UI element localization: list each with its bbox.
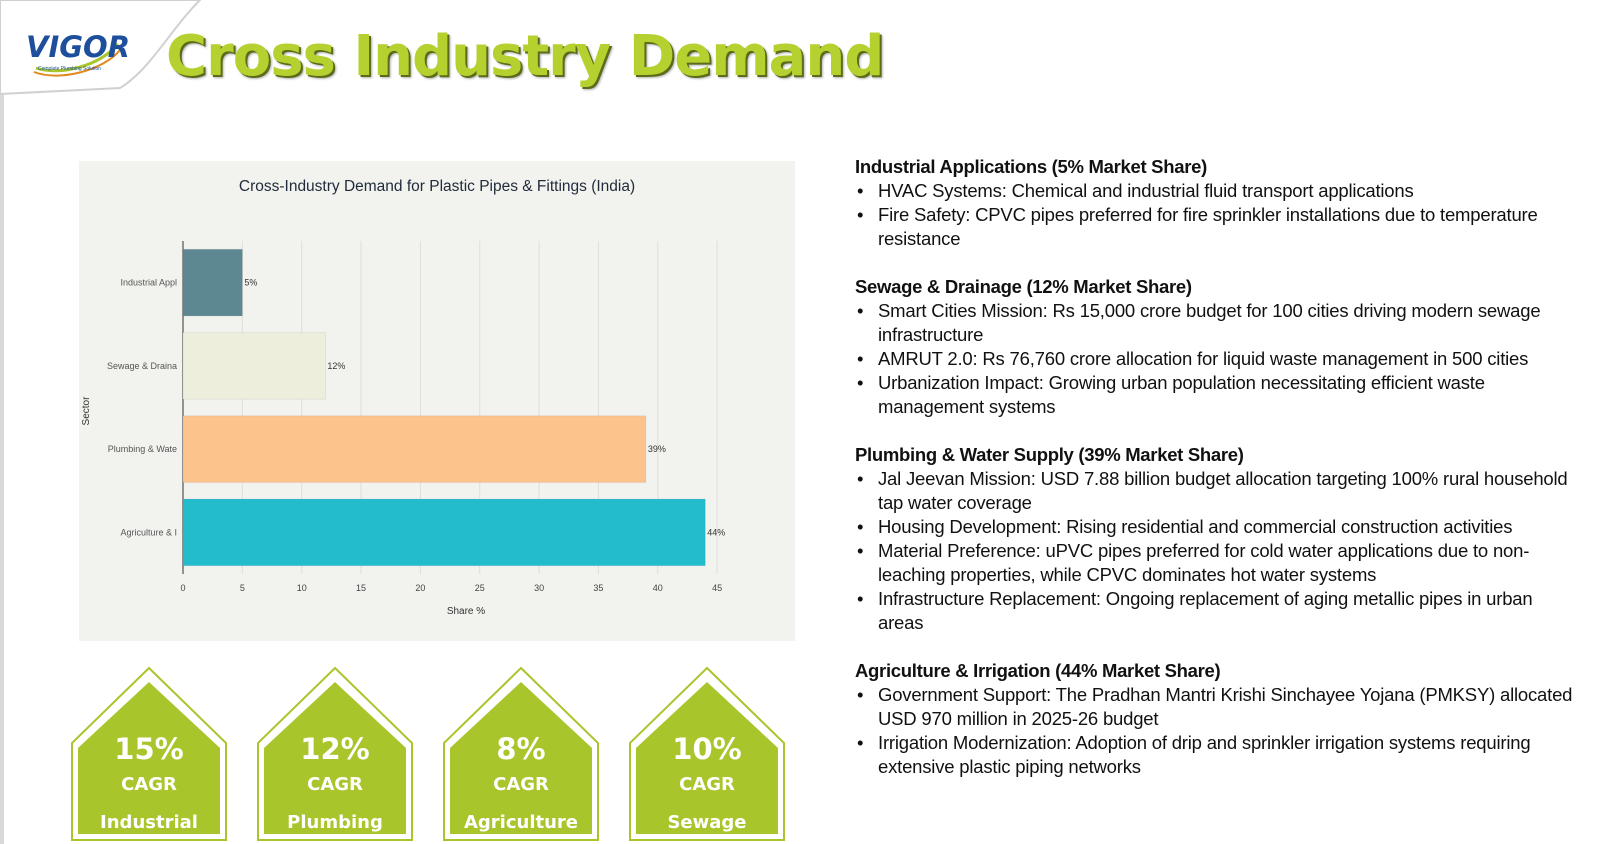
chart-bar[interactable] bbox=[182, 332, 326, 400]
chart-category-label: Plumbing & Wate bbox=[108, 444, 177, 454]
chart-bar[interactable] bbox=[182, 498, 706, 567]
chart-x-tick-label: 5 bbox=[240, 583, 245, 593]
chart-x-tick-label: 25 bbox=[475, 583, 485, 593]
chart-title: Cross-Industry Demand for Plastic Pipes … bbox=[239, 178, 635, 195]
left-edge-stripe bbox=[0, 0, 4, 844]
bullet-item: Jal Jeevan Mission: USD 7.88 billion bud… bbox=[855, 467, 1575, 515]
chart-data-label: 39% bbox=[648, 444, 666, 454]
chart-x-tick-label: 10 bbox=[297, 583, 307, 593]
bullet-item: Material Preference: uPVC pipes preferre… bbox=[855, 539, 1575, 587]
chart-x-tick-label: 0 bbox=[180, 583, 185, 593]
chart-panel: Cross-Industry Demand for Plastic Pipes … bbox=[79, 161, 795, 641]
chart-x-axis-label: Share % bbox=[447, 606, 485, 617]
bar-chart: Cross-Industry Demand for Plastic Pipes … bbox=[81, 178, 725, 617]
page-title: Cross Industry Demand bbox=[166, 24, 884, 89]
chart-data-label: 5% bbox=[244, 278, 257, 288]
chart-data-label: 12% bbox=[327, 361, 345, 371]
bullet-item: AMRUT 2.0: Rs 76,760 crore allocation fo… bbox=[855, 347, 1575, 371]
badge-cagr-label: CAGR bbox=[121, 774, 177, 795]
badge-percent: 15% bbox=[114, 732, 184, 766]
chart-bar[interactable] bbox=[182, 415, 647, 483]
bullet-item: Fire Safety: CPVC pipes preferred for fi… bbox=[855, 203, 1575, 251]
badge-percent: 8% bbox=[496, 732, 546, 766]
section-heading: Agriculture & Irrigation (44% Market Sha… bbox=[855, 660, 1221, 681]
bullet-item: Housing Development: Rising residential … bbox=[855, 515, 1575, 539]
section-industrial: Industrial Applications (5% Market Share… bbox=[855, 155, 1575, 251]
badge-sewage: 10% CAGR Sewage bbox=[628, 666, 786, 842]
section-sewage: Sewage & Drainage (12% Market Share) Sma… bbox=[855, 275, 1575, 419]
badge-cagr-label: CAGR bbox=[679, 774, 735, 795]
badge-percent: 12% bbox=[300, 732, 370, 766]
bullet-item: Smart Cities Mission: Rs 15,000 crore bu… bbox=[855, 299, 1575, 347]
logo-swoosh-shape bbox=[0, 0, 202, 96]
vigor-logo[interactable]: VIGOR bbox=[26, 30, 131, 64]
chart-x-tick-label: 35 bbox=[593, 583, 603, 593]
badge-industrial: 15% CAGR Industrial bbox=[70, 666, 228, 842]
badge-cagr-label: CAGR bbox=[493, 774, 549, 795]
bullet-list: HVAC Systems: Chemical and industrial fl… bbox=[855, 179, 1575, 251]
bullet-list: Smart Cities Mission: Rs 15,000 crore bu… bbox=[855, 299, 1575, 419]
sector-details: Industrial Applications (5% Market Share… bbox=[855, 155, 1575, 803]
cagr-badges: 15% CAGR Industrial 12% CAGR Plumbing 8%… bbox=[70, 666, 810, 842]
bullet-item: Government Support: The Pradhan Mantri K… bbox=[855, 683, 1575, 731]
chart-x-tick-label: 45 bbox=[712, 583, 722, 593]
bullet-item: Urbanization Impact: Growing urban popul… bbox=[855, 371, 1575, 419]
badge-sector: Agriculture bbox=[463, 812, 579, 833]
chart-category-label: Agriculture & I bbox=[120, 527, 177, 537]
section-heading: Sewage & Drainage (12% Market Share) bbox=[855, 276, 1192, 297]
chart-bar[interactable] bbox=[182, 248, 243, 317]
chart-x-tick-label: 15 bbox=[356, 583, 366, 593]
bullet-list: Jal Jeevan Mission: USD 7.88 billion bud… bbox=[855, 467, 1575, 635]
badge-cagr-label: CAGR bbox=[307, 774, 363, 795]
bullet-item: HVAC Systems: Chemical and industrial fl… bbox=[855, 179, 1575, 203]
section-heading: Industrial Applications (5% Market Share… bbox=[855, 156, 1207, 177]
chart-category-label: Sewage & Draina bbox=[107, 361, 177, 371]
bullet-item: Infrastructure Replacement: Ongoing repl… bbox=[855, 587, 1575, 635]
badge-sector: Sewage bbox=[667, 812, 747, 833]
badge-sector: Industrial bbox=[100, 812, 198, 833]
badge-percent: 10% bbox=[672, 732, 742, 766]
chart-y-axis-label: Sector bbox=[81, 396, 92, 426]
chart-x-tick-label: 20 bbox=[415, 583, 425, 593]
chart-x-tick-label: 30 bbox=[534, 583, 544, 593]
badge-sector: Plumbing bbox=[287, 812, 383, 833]
logo-tagline: Complete Plumbing Solution bbox=[38, 66, 102, 72]
bullet-list: Government Support: The Pradhan Mantri K… bbox=[855, 683, 1575, 779]
section-agriculture: Agriculture & Irrigation (44% Market Sha… bbox=[855, 659, 1575, 779]
chart-data-label: 44% bbox=[707, 527, 725, 537]
badge-plumbing: 12% CAGR Plumbing bbox=[256, 666, 414, 842]
chart-category-label: Industrial Appl bbox=[120, 278, 177, 288]
badge-agriculture: 8% CAGR Agriculture bbox=[442, 666, 600, 842]
bullet-item: Irrigation Modernization: Adoption of dr… bbox=[855, 731, 1575, 779]
section-plumbing: Plumbing & Water Supply (39% Market Shar… bbox=[855, 443, 1575, 635]
chart-x-tick-label: 40 bbox=[653, 583, 663, 593]
section-heading: Plumbing & Water Supply (39% Market Shar… bbox=[855, 444, 1244, 465]
